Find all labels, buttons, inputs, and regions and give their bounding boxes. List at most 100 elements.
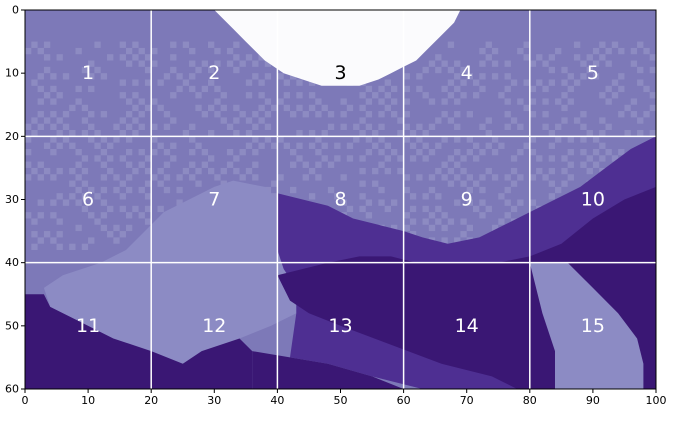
speckle-cell (207, 155, 215, 162)
speckle-cell (359, 205, 366, 213)
speckle-cell (214, 98, 221, 105)
speckle-cell (195, 92, 202, 99)
speckle-cell (25, 148, 32, 156)
speckle-cell (592, 73, 600, 80)
speckle-cell (536, 54, 543, 61)
speckle-cell (151, 174, 158, 181)
speckle-cell (25, 212, 32, 219)
speckle-cell (50, 98, 57, 105)
speckle-cell (144, 193, 152, 200)
speckle-cell (233, 130, 240, 137)
speckle-cell (643, 85, 650, 93)
speckle-cell (561, 66, 568, 74)
speckle-cell (290, 111, 297, 118)
speckle-cell (504, 85, 511, 93)
speckle-cell (536, 79, 543, 86)
speckle-cell (548, 180, 556, 187)
x-tick-label: 100 (646, 394, 667, 407)
speckle-cell (529, 60, 537, 67)
speckle-cell (567, 174, 574, 181)
speckle-cell (290, 161, 297, 168)
speckle-cell (69, 180, 76, 187)
speckle-cell (630, 111, 638, 118)
speckle-cell (315, 136, 322, 143)
speckle-cell (50, 73, 57, 80)
speckle-cell (264, 123, 272, 131)
speckle-cell (125, 111, 133, 118)
speckle-cell (315, 161, 322, 168)
speckle-cell (88, 136, 95, 143)
speckle-cell (334, 155, 341, 162)
speckle-cell (62, 73, 70, 80)
speckle-cell (611, 155, 619, 162)
speckle-cell (485, 205, 492, 213)
speckle-cell (441, 111, 448, 118)
speckle-cell (504, 123, 511, 131)
speckle-cell (454, 60, 461, 67)
speckle-cell (264, 186, 272, 194)
speckle-cell (630, 47, 638, 55)
speckle-cell (100, 136, 108, 143)
speckle-cell (207, 41, 215, 48)
speckle-cell (397, 117, 404, 124)
speckle-cell (454, 123, 461, 131)
speckle-cell (491, 73, 499, 80)
speckle-cell (397, 155, 404, 162)
speckle-cell (271, 193, 278, 200)
speckle-cell (466, 174, 474, 181)
speckle-cell (567, 85, 574, 93)
tile-label-5: 5 (587, 62, 599, 84)
speckle-cell (75, 186, 82, 194)
speckle-cell (649, 54, 656, 61)
speckle-cell (454, 73, 461, 80)
speckle-cell (334, 193, 341, 200)
speckle-cell (214, 85, 221, 93)
speckle-cell (454, 136, 461, 143)
speckle-cell (460, 218, 467, 225)
speckle-cell (409, 231, 417, 238)
speckle-cell (510, 117, 518, 124)
speckle-cell (441, 85, 448, 93)
speckle-cell (195, 180, 202, 187)
speckle-cell (611, 41, 619, 48)
speckle-cell (378, 111, 385, 118)
speckle-cell (353, 136, 360, 143)
speckle-cell (233, 66, 240, 74)
speckle-cell (113, 174, 120, 181)
speckle-cell (441, 60, 448, 67)
speckle-cell (327, 186, 335, 194)
speckle-cell (504, 73, 511, 80)
speckle-cell (119, 79, 126, 86)
speckle-cell (37, 212, 44, 219)
speckle-cell (378, 123, 385, 131)
speckle-cell (100, 174, 108, 181)
speckle-cell (195, 104, 202, 112)
speckle-cell (365, 212, 373, 219)
speckle-cell (498, 218, 505, 225)
speckle-cell (428, 148, 436, 156)
speckle-cell (94, 155, 101, 162)
speckle-cell (157, 167, 164, 175)
speckle-cell (201, 60, 208, 67)
speckle-cell (346, 205, 354, 213)
speckle-cell (144, 104, 152, 112)
speckle-cell (390, 111, 398, 118)
speckle-cell (580, 73, 587, 80)
speckle-cell (81, 117, 89, 124)
speckle-cell (637, 41, 644, 48)
speckle-cell (107, 142, 114, 149)
speckle-cell (529, 111, 537, 118)
speckle-cell (567, 148, 574, 156)
speckle-cell (50, 212, 57, 219)
speckle-cell (271, 142, 278, 149)
speckle-cell (69, 167, 76, 175)
speckle-cell (50, 111, 57, 118)
speckle-cell (233, 167, 240, 175)
speckle-cell (580, 148, 587, 156)
speckle-cell (479, 123, 486, 131)
speckle-cell (252, 174, 259, 181)
x-tick-label: 50 (334, 394, 348, 407)
speckle-cell (119, 130, 126, 137)
speckle-cell (207, 130, 215, 137)
